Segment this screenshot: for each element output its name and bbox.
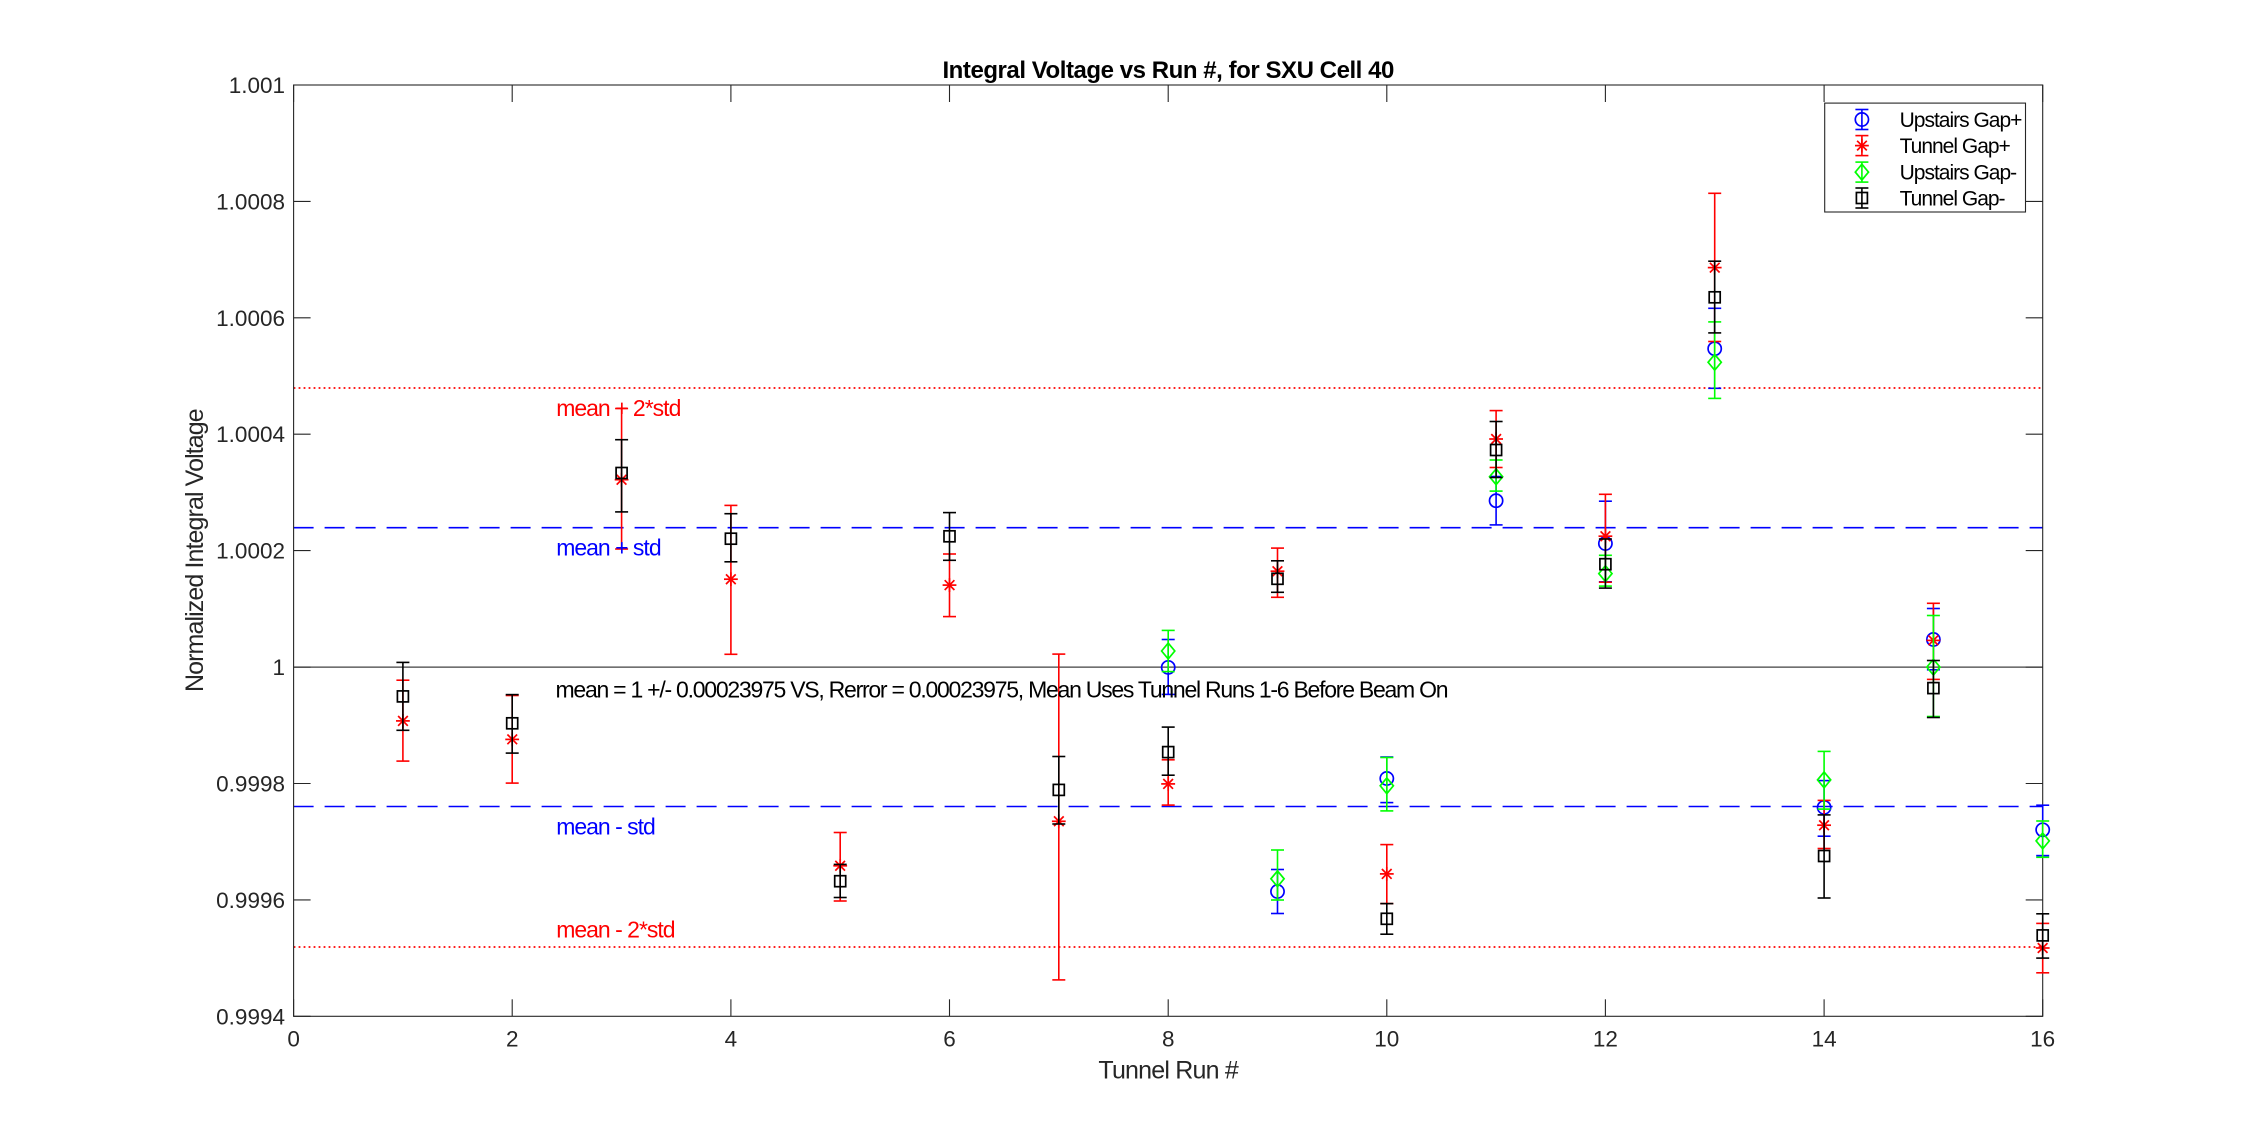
svg-text:mean - std: mean - std bbox=[556, 814, 655, 840]
svg-text:Normalized Integral Voltage: Normalized Integral Voltage bbox=[181, 409, 209, 692]
svg-text:0.9998: 0.9998 bbox=[216, 772, 285, 797]
svg-text:4: 4 bbox=[725, 1027, 738, 1052]
svg-text:Upstairs Gap-: Upstairs Gap- bbox=[1900, 162, 2018, 185]
svg-text:2: 2 bbox=[506, 1027, 519, 1052]
svg-text:6: 6 bbox=[943, 1027, 956, 1052]
svg-text:1.0006: 1.0006 bbox=[216, 306, 285, 331]
svg-text:14: 14 bbox=[1812, 1027, 1837, 1052]
svg-text:12: 12 bbox=[1593, 1027, 1618, 1052]
svg-text:1: 1 bbox=[272, 655, 285, 680]
svg-text:8: 8 bbox=[1162, 1027, 1175, 1052]
svg-text:mean - 2*std: mean - 2*std bbox=[556, 917, 675, 943]
svg-text:mean + 2*std: mean + 2*std bbox=[556, 395, 680, 421]
svg-text:mean = 1 +/- 0.00023975 VS, Re: mean = 1 +/- 0.00023975 VS, Rerror = 0.0… bbox=[556, 677, 1448, 703]
svg-text:Tunnel Run #: Tunnel Run # bbox=[1098, 1057, 1238, 1085]
svg-text:10: 10 bbox=[1374, 1027, 1399, 1052]
svg-text:Tunnel Gap+: Tunnel Gap+ bbox=[1900, 135, 2011, 158]
svg-text:0.9996: 0.9996 bbox=[216, 888, 285, 913]
svg-text:Upstairs Gap+: Upstairs Gap+ bbox=[1900, 109, 2023, 132]
svg-text:0: 0 bbox=[287, 1027, 300, 1052]
svg-text:1.001: 1.001 bbox=[229, 73, 285, 98]
svg-text:1.0004: 1.0004 bbox=[216, 422, 285, 447]
svg-text:1.0008: 1.0008 bbox=[216, 189, 285, 214]
svg-text:Tunnel Gap-: Tunnel Gap- bbox=[1900, 188, 2006, 211]
svg-text:0.9994: 0.9994 bbox=[216, 1004, 285, 1029]
svg-text:mean + std: mean + std bbox=[556, 535, 661, 561]
svg-text:1.0002: 1.0002 bbox=[216, 539, 285, 564]
svg-text:16: 16 bbox=[2030, 1027, 2055, 1052]
svg-text:Integral Voltage vs Run #, for: Integral Voltage vs Run #, for SXU Cell … bbox=[942, 57, 1394, 84]
